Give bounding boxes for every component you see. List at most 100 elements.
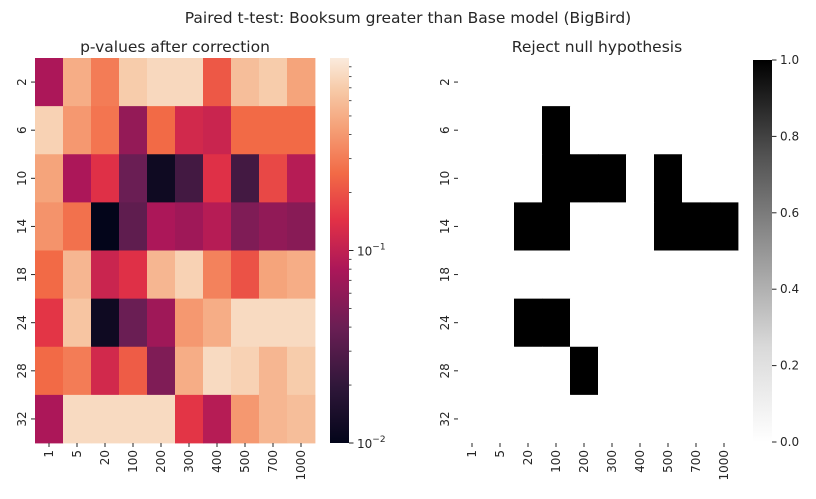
- left-y-tick-label: 24: [15, 315, 29, 330]
- left-x-tick-label: 1: [42, 450, 56, 458]
- left-heatmap-cell: [91, 106, 120, 155]
- left-heatmap-cell: [147, 58, 176, 107]
- right-heatmap-cell: [486, 250, 515, 300]
- left-heatmap-cell: [147, 250, 176, 300]
- right-heatmap-cell: [458, 394, 487, 444]
- right-heatmap-cell: [458, 202, 487, 251]
- left-heatmap-cell: [175, 58, 204, 107]
- left-heatmap-cell: [91, 154, 120, 203]
- right-heatmap-cell: [654, 394, 683, 444]
- right-heatmap-cell: [598, 154, 627, 203]
- left-heatmap-cell: [203, 394, 232, 444]
- left-heatmap-cell: [63, 250, 92, 300]
- left-heatmap-cell: [175, 202, 204, 251]
- left-heatmap-cell: [287, 298, 316, 348]
- right-heatmap-cell: [570, 106, 599, 155]
- left-heatmap-cell: [231, 58, 260, 107]
- right-heatmap-cell: [654, 202, 683, 251]
- right-heatmap-cell: [626, 202, 655, 251]
- left-heatmap-cell: [35, 106, 64, 155]
- right-x-tick-label: 200: [577, 450, 591, 473]
- right-heatmap-cell: [570, 58, 599, 107]
- right-heatmap-cell: [710, 298, 739, 348]
- right-heatmap-cell: [514, 202, 543, 251]
- left-heatmap-cell: [203, 58, 232, 107]
- right-heatmap-cell: [458, 250, 487, 300]
- left-colorbar-tick-base: 10: [357, 437, 372, 451]
- right-heatmap-cell: [626, 106, 655, 155]
- right-heatmap-cell: [654, 298, 683, 348]
- right-heatmap-cell: [682, 58, 711, 107]
- left-heatmap-cell: [119, 154, 148, 203]
- left-heatmap-cell: [259, 58, 288, 107]
- right-heatmap-cell: [542, 346, 571, 396]
- left-heatmap-cell: [203, 298, 232, 348]
- left-heatmap-cell: [63, 298, 92, 348]
- left-heatmap-cell: [119, 106, 148, 155]
- right-heatmap-cell: [598, 250, 627, 300]
- left-colorbar-tick-label: 10−2: [357, 435, 386, 451]
- right-colorbar-gradient: [753, 60, 772, 442]
- right-heatmap-cell: [598, 202, 627, 251]
- right-y-tick-label: 6: [438, 126, 452, 134]
- left-heatmap-cell: [63, 106, 92, 155]
- right-heatmap-cell: [458, 154, 487, 203]
- left-heatmap-cell: [203, 154, 232, 203]
- left-heatmap-cell: [35, 298, 64, 348]
- left-heatmap-cell: [147, 394, 176, 444]
- left-y-tick-label: 18: [15, 267, 29, 282]
- right-heatmap-cell: [458, 58, 487, 107]
- right-heatmap-cell: [682, 346, 711, 396]
- right-heatmap-cell: [542, 154, 571, 203]
- left-colorbar-gradient: [330, 58, 349, 443]
- left-y-tick-label: 6: [15, 126, 29, 134]
- right-heatmap-cell: [598, 298, 627, 348]
- right-heatmap-cell: [458, 346, 487, 396]
- right-heatmap-cell: [514, 106, 543, 155]
- right-y-tick-label: 28: [438, 363, 452, 378]
- right-heatmap-cell: [682, 394, 711, 444]
- left-y-tick-label: 10: [15, 171, 29, 186]
- right-heatmap-cell: [710, 250, 739, 300]
- left-heatmap-cell: [91, 58, 120, 107]
- left-heatmap-cell: [63, 58, 92, 107]
- left-heatmap-cell: [175, 346, 204, 396]
- right-y-tick-label: 14: [438, 219, 452, 234]
- right-heatmap-cell: [514, 58, 543, 107]
- left-heatmap-cell: [287, 202, 316, 251]
- left-heatmap-cell: [175, 250, 204, 300]
- left-heatmap-cell: [231, 346, 260, 396]
- right-heatmap-cell: [486, 58, 515, 107]
- right-colorbar: 0.0 0.2 0.4 0.6 0.8 1.0: [753, 53, 799, 449]
- left-heatmap-cell: [91, 394, 120, 444]
- right-colorbar-tick-label: 1.0: [780, 53, 799, 67]
- left-heatmap-cell: [91, 202, 120, 251]
- left-colorbar-tick-base: 10: [357, 245, 372, 259]
- right-heatmap-cell: [486, 154, 515, 203]
- left-heatmap-cell: [91, 346, 120, 396]
- right-heatmap-cell: [654, 250, 683, 300]
- left-heatmap-cell: [287, 106, 316, 155]
- left-heatmap-cell: [175, 394, 204, 444]
- right-colorbar-tick-label: 0.8: [780, 129, 799, 143]
- right-colorbar-tick-label: 0.0: [780, 435, 799, 449]
- left-heatmap-cell: [119, 346, 148, 396]
- right-heatmap-cell: [654, 154, 683, 203]
- right-heatmap-cell: [654, 106, 683, 155]
- right-y-tick-label: 10: [438, 171, 452, 186]
- left-heatmap-cell: [35, 394, 64, 444]
- right-x-tick-label: 1000: [717, 450, 731, 481]
- left-heatmap-cell: [119, 202, 148, 251]
- left-heatmap-cell: [259, 202, 288, 251]
- left-heatmap-cell: [35, 202, 64, 251]
- left-heatmap-cell: [91, 298, 120, 348]
- left-heatmap-cell: [175, 106, 204, 155]
- right-heatmap-cell: [598, 58, 627, 107]
- right-heatmap-cell: [542, 250, 571, 300]
- right-x-tick-label: 500: [661, 450, 675, 473]
- right-heatmap-cell: [654, 58, 683, 107]
- left-heatmap-cell: [259, 250, 288, 300]
- right-heatmap-cell: [598, 106, 627, 155]
- right-heatmap-cell: [626, 346, 655, 396]
- right-heatmap-cell: [710, 106, 739, 155]
